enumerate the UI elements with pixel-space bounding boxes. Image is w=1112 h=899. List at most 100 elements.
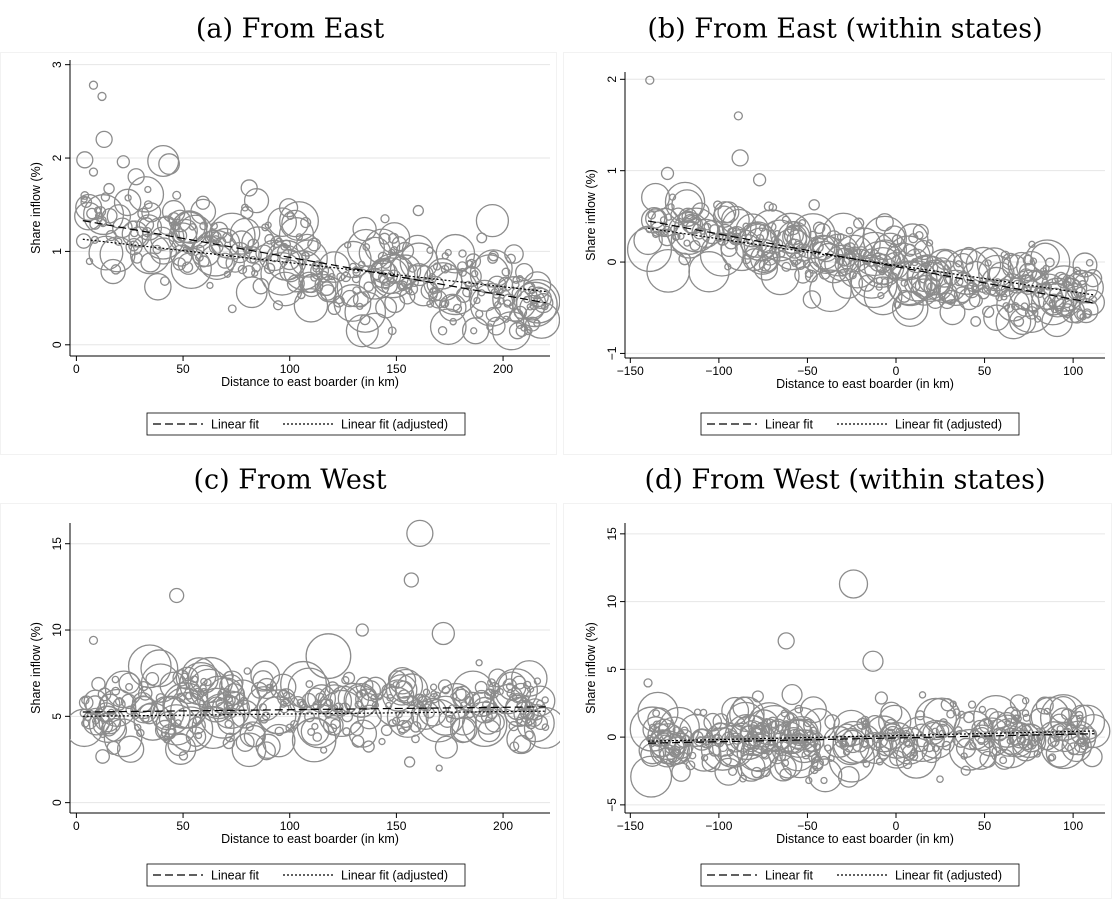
bubble-point [766, 716, 780, 730]
bubble-point [429, 683, 438, 691]
bubble-point [968, 293, 983, 308]
bubble-point [902, 759, 913, 770]
bubble-point [743, 227, 778, 262]
bubble-point [101, 207, 118, 224]
bubble-point [777, 632, 795, 650]
bubble-point [370, 258, 396, 284]
bubble-point [319, 281, 335, 297]
bubble-point [860, 715, 870, 725]
chart-panel-1: (a) From East 0 1 2 3 0 50 100 150 200 Distance to… [0, 14, 560, 455]
bubble-point [281, 209, 309, 238]
bubble-point [172, 190, 182, 200]
bubble-point [355, 623, 369, 637]
bubble-point [245, 722, 254, 732]
bubble-point [1081, 746, 1103, 768]
bubble-point [1041, 281, 1050, 290]
bubble-point [305, 633, 352, 680]
bubble-point [506, 689, 515, 698]
bubble-point [307, 237, 322, 252]
bubble-point [223, 711, 232, 720]
bubble-point [255, 244, 273, 262]
bubble-point [658, 228, 676, 247]
bubble-point [778, 733, 818, 772]
bubble-point [88, 235, 124, 271]
bubble-point [1085, 258, 1094, 267]
bubble-point [300, 251, 310, 261]
bubble-point [429, 308, 467, 346]
bubble-point [469, 691, 495, 718]
bubble-point [787, 728, 802, 743]
bubble-point [853, 217, 865, 229]
bubble-point [926, 291, 945, 309]
bubble-point [672, 726, 680, 734]
bubble-point [1073, 738, 1089, 753]
bubble-point [329, 685, 359, 716]
bubble-point [396, 719, 411, 734]
bubble-point [437, 326, 448, 336]
bubble-point [158, 153, 180, 175]
bubble-point [898, 715, 945, 762]
bubble-point [155, 693, 166, 703]
bubble-point [381, 679, 415, 712]
bubble-point [325, 698, 334, 707]
bubble-point [85, 257, 94, 266]
x-tick-label: −100 [705, 364, 732, 378]
bubble-point [222, 736, 235, 750]
legend-label-linear-fit: Linear fit [211, 869, 259, 883]
legend: Linear fit Linear fit (adjusted) [146, 412, 466, 436]
bubble-point [861, 719, 871, 729]
bubble-point [259, 714, 269, 724]
bubble-point [289, 239, 328, 278]
x-tick-label: 50 [176, 362, 190, 376]
bubble-point [1023, 285, 1031, 293]
bubble-point [891, 234, 903, 246]
bubble-point [528, 286, 549, 308]
y-tick-label: 3 [50, 61, 64, 68]
x-tick-label: 0 [893, 364, 900, 378]
bubble-point [685, 760, 696, 771]
bubble-point [243, 667, 252, 675]
bubble-point [341, 676, 350, 685]
bubble-point [881, 252, 910, 280]
bubble-point [251, 262, 261, 273]
bubble-point [474, 680, 488, 694]
bubble-layer [70, 519, 560, 772]
bubble-point [824, 714, 840, 730]
y-tick-label: 1 [605, 167, 619, 174]
bubble-point [380, 277, 398, 295]
bubble-point [955, 260, 963, 268]
bubble-point [379, 257, 392, 269]
bubble-point [219, 674, 244, 699]
bubble-point [289, 695, 306, 713]
bubble-point [380, 214, 390, 224]
bubble-point [190, 198, 217, 225]
panel-title: (c) From West [193, 465, 386, 496]
legend-label-linear-fit: Linear fit [211, 418, 259, 432]
bubble-point [891, 290, 929, 327]
panel-title: (a) From East [196, 14, 384, 45]
bubble-point [408, 276, 439, 307]
bubble-point [158, 711, 176, 728]
bubble-point [452, 303, 463, 314]
bubble-point [725, 732, 746, 753]
bubble-point [965, 246, 1002, 283]
bubble-point [834, 735, 848, 748]
bubble-point [357, 260, 366, 269]
bubble-point [99, 236, 136, 273]
bubble-point [150, 695, 185, 731]
y-tick-label: 0 [605, 258, 619, 265]
bubble-point [689, 240, 701, 251]
bubble-point [997, 727, 1026, 755]
bubble-point [767, 222, 777, 232]
bubble-point [896, 260, 938, 302]
bubble-point [897, 289, 911, 303]
bubble-point [388, 668, 424, 704]
bubble-point [1079, 313, 1087, 321]
legend-label-linear-fit: Linear fit [765, 869, 813, 883]
bubble-point [175, 666, 199, 690]
bubble-point [138, 703, 160, 725]
bubble-point [960, 752, 968, 760]
bubble-point [471, 689, 492, 710]
bubble-point [780, 758, 790, 767]
bubble-point [818, 268, 831, 280]
